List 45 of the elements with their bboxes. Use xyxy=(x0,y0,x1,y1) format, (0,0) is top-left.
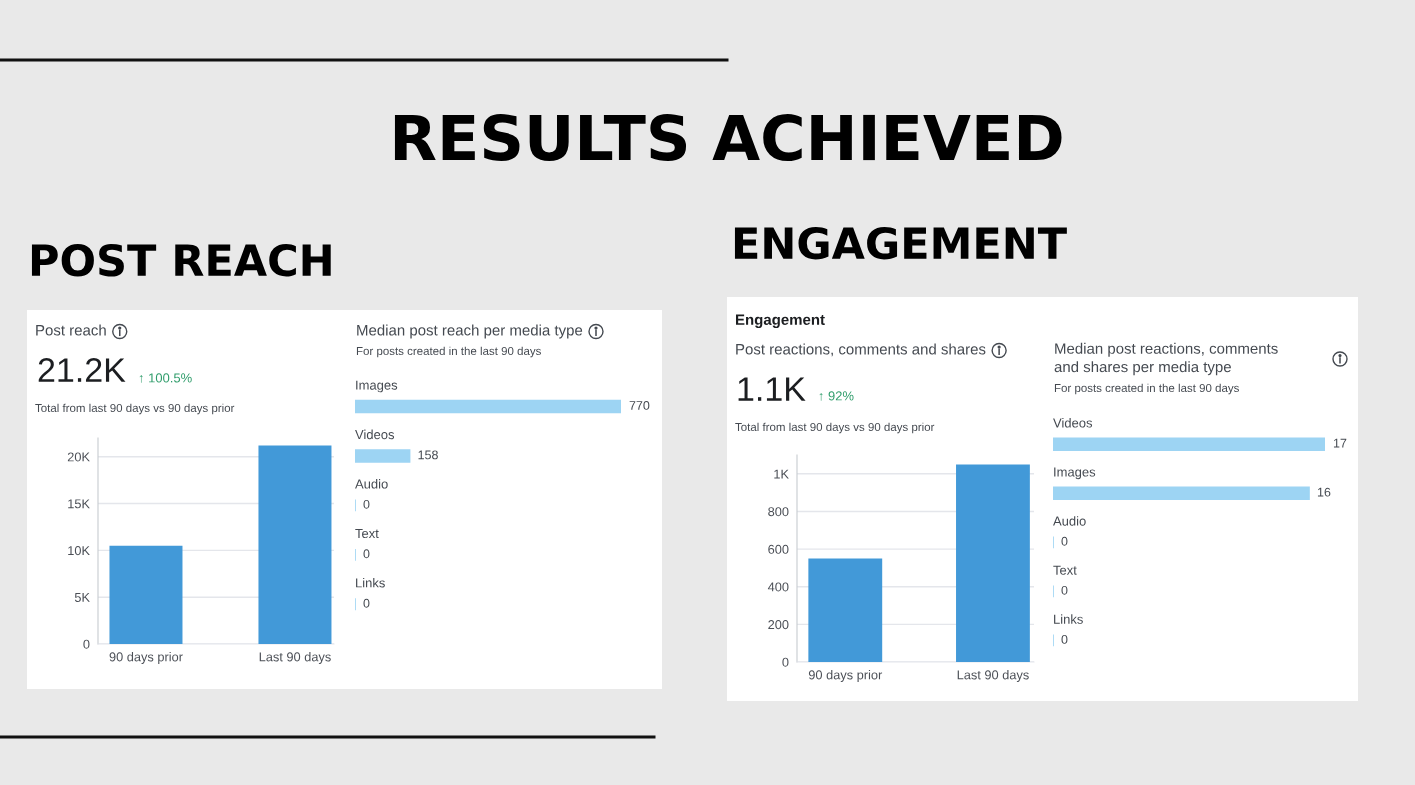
y-tick-label: 10K xyxy=(68,546,90,556)
text: ↑ 100.5% xyxy=(139,373,192,383)
y-tick-label: Audio xyxy=(1053,516,1086,526)
text: Engagement xyxy=(736,314,825,328)
x-tick-label: Last 90 days xyxy=(259,652,331,664)
y-tick-label: 200 xyxy=(768,620,789,630)
data-label: 158 xyxy=(418,450,438,460)
chart-subtitle: For posts created in the last 90 days xyxy=(356,346,541,358)
chart-title: Median post reactions, comments and shares per media type xyxy=(1054,342,1278,376)
text: POST REACH xyxy=(31,243,331,277)
y-tick-label: 600 xyxy=(768,544,789,554)
y-tick-label: Links xyxy=(356,577,385,588)
data-label: 16 xyxy=(1317,487,1331,497)
y-tick-label: Images xyxy=(356,380,398,393)
y-tick-label: Videos xyxy=(1053,417,1093,428)
x-tick-label: Last 90 days xyxy=(957,670,1029,682)
y-tick-label: 800 xyxy=(768,507,789,517)
data-label: 770 xyxy=(629,401,650,410)
y-tick-label: 1K xyxy=(774,469,789,479)
y-tick-label: Links xyxy=(1054,614,1083,624)
chart-subtitle: Total from last 90 days vs 90 days prior xyxy=(35,403,235,415)
y-tick-label: 400 xyxy=(767,582,789,592)
chart-title: Median post reach per media type xyxy=(357,324,583,339)
y-tick-label: 20K xyxy=(67,452,90,462)
y-tick-label: Images xyxy=(1054,467,1096,480)
y-tick-label: Text xyxy=(355,528,379,539)
y-tick-label: Videos xyxy=(355,429,395,440)
chart-title: Post reach xyxy=(36,324,106,336)
y-tick-label: 0 xyxy=(83,639,90,649)
y-tick-label: 0 xyxy=(782,657,789,667)
text: 21.2K xyxy=(38,358,126,382)
y-tick-label: 15K xyxy=(68,499,90,509)
text: RESULTS ACHIEVED xyxy=(394,114,1062,161)
y-tick-label: Text xyxy=(1053,565,1077,575)
x-tick-label: 90 days prior xyxy=(109,652,183,664)
chart-subtitle: Total from last 90 days vs 90 days prior xyxy=(735,422,935,434)
y-tick-label: Audio xyxy=(355,479,388,489)
data-label: 17 xyxy=(1333,438,1347,448)
text: ↑ 92% xyxy=(819,391,854,401)
x-tick-label: 90 days prior xyxy=(808,670,883,682)
y-tick-label: 5K xyxy=(74,593,90,602)
text: ENGAGEMENT xyxy=(734,226,1067,260)
text: 1.1K xyxy=(738,377,806,401)
chart-title: Post reactions, comments and shares xyxy=(736,343,986,357)
chart-subtitle: For posts created in the last 90 days xyxy=(1054,383,1239,395)
